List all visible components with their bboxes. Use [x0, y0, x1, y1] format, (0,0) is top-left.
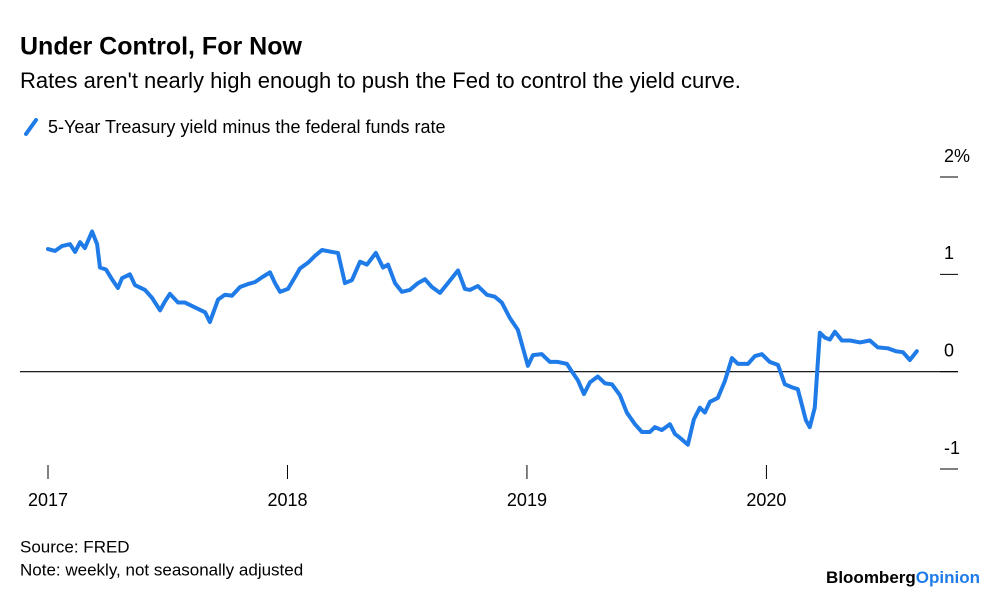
legend-label: 5-Year Treasury yield minus the federal … [48, 117, 446, 137]
legend-swatch [24, 118, 38, 136]
brand: BloombergOpinion [826, 568, 980, 587]
note: Note: weekly, not seasonally adjusted [20, 560, 303, 579]
chart-title: Under Control, For Now [20, 33, 302, 61]
data-line [46, 229, 919, 447]
y-tick-label: 1 [944, 243, 954, 263]
y-tick-label: 2% [944, 146, 970, 166]
y-tick-label: 0 [944, 340, 954, 360]
source: Source: FRED [20, 537, 130, 556]
chart-subtitle: Rates aren't nearly high enough to push … [20, 68, 741, 93]
brand-suffix: Opinion [916, 568, 980, 587]
x-tick-label: 2017 [28, 490, 68, 510]
y-tick-label: -1 [944, 438, 960, 458]
x-tick-label: 2019 [507, 490, 547, 510]
x-tick-label: 2020 [746, 490, 786, 510]
brand-name: Bloomberg [826, 568, 916, 587]
x-tick-label: 2018 [267, 490, 307, 510]
